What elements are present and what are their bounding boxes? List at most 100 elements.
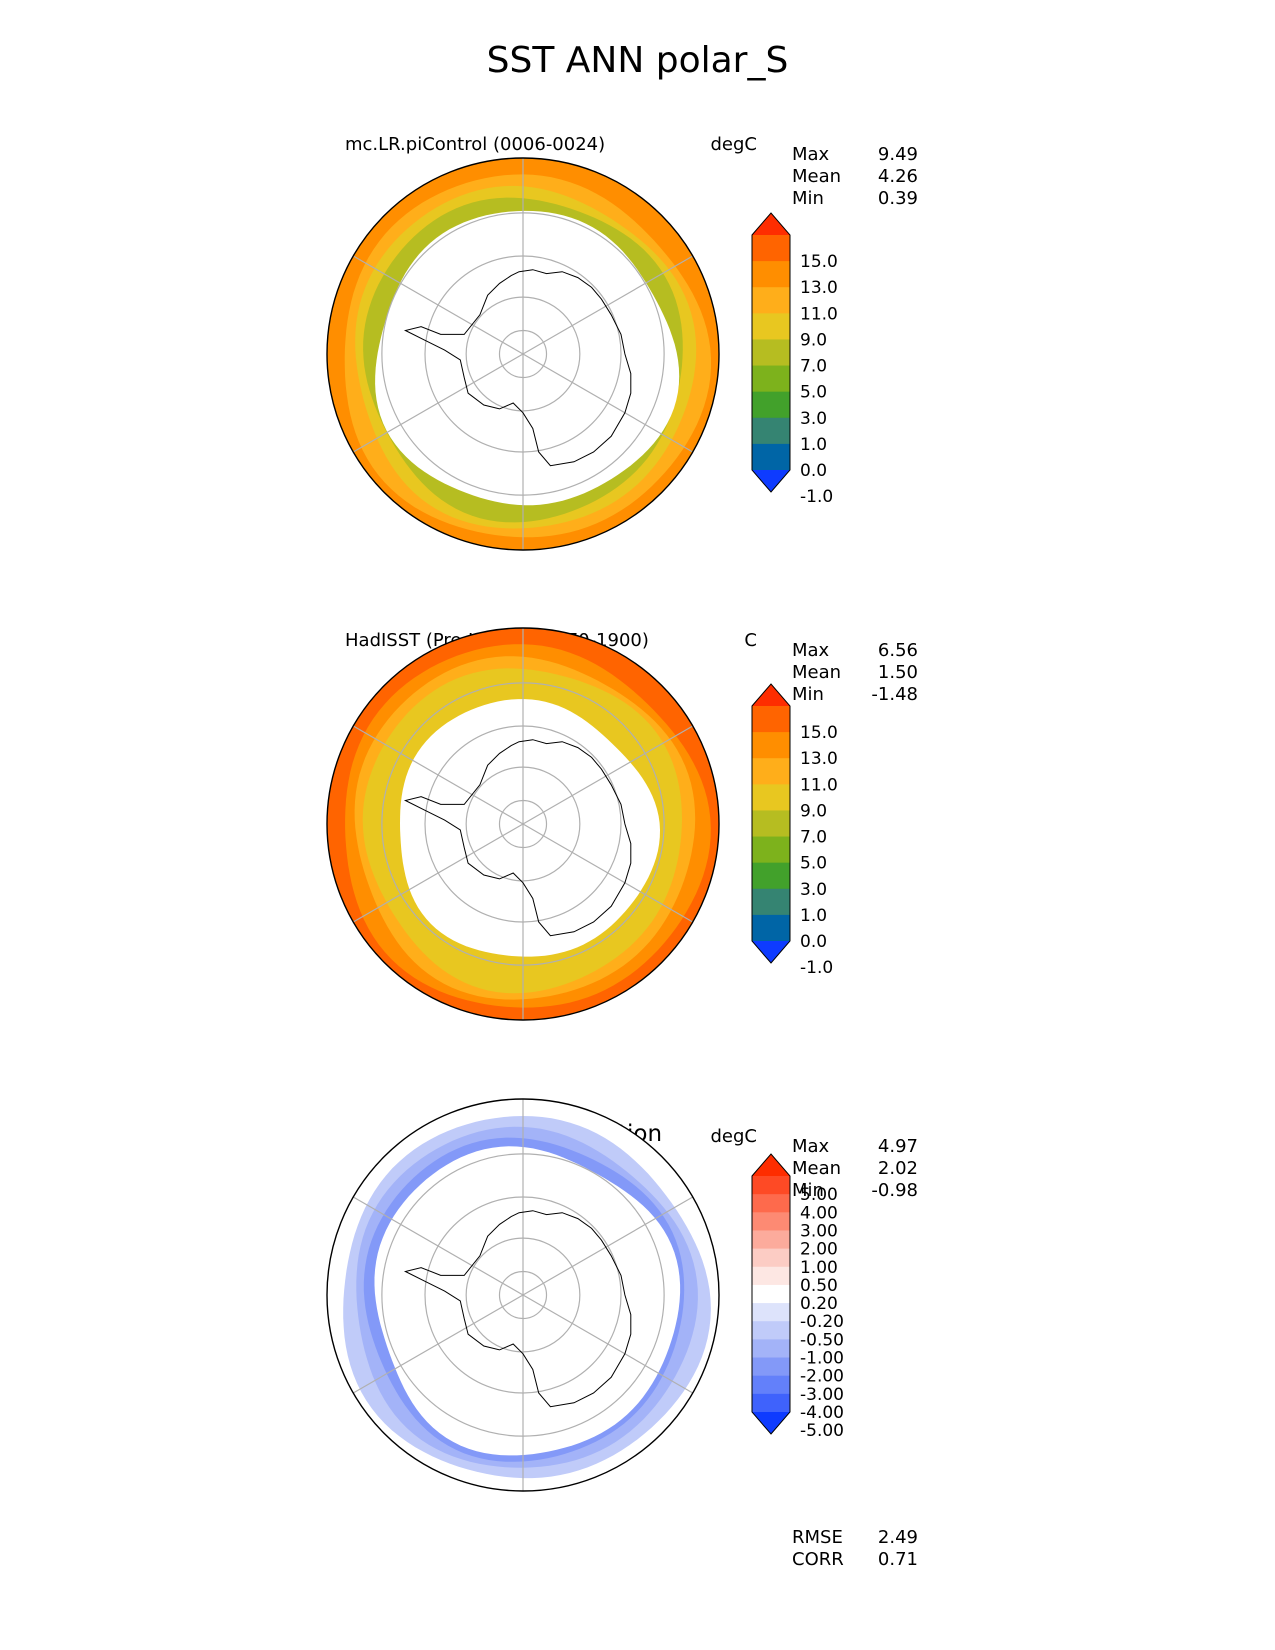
panel-2-max-label: Max	[792, 640, 830, 661]
colorbar-tick-3-8: -0.20	[800, 1312, 844, 1332]
colorbar-tick-3-9: -0.50	[800, 1330, 844, 1350]
colorbar-tick-2-2: 13.0	[800, 749, 838, 769]
colorbar-segment-1-4	[752, 313, 790, 340]
colorbar-segment-2-4	[752, 784, 790, 811]
polar-map-1	[326, 157, 720, 551]
colorbar-tick-3-1: 5.00	[800, 1185, 838, 1205]
colorbar-tick-2-9: 0.0	[800, 932, 827, 952]
colorbar-tick-1-4: 9.0	[800, 330, 827, 350]
colorbar-extend-max-2	[752, 684, 790, 706]
polar-map-3	[326, 1098, 720, 1492]
panel-2-max-value: 6.56	[877, 640, 918, 661]
colorbar-tick-1-9: 0.0	[800, 461, 827, 481]
colorbar-tick-2-10: -1.0	[800, 958, 833, 978]
panel-2-mean-value: 1.50	[877, 662, 918, 683]
colorbar-tick-1-3: 11.0	[800, 304, 838, 324]
corr-value: 0.71	[877, 1549, 918, 1570]
panel-1-max-label: Max	[792, 144, 830, 165]
colorbar-segment-3-13	[752, 1393, 790, 1413]
longitude-gridline-3-6	[352, 1196, 524, 1296]
colorbar-3: 5.004.003.002.001.000.500.20-0.20-0.50-1…	[751, 1153, 844, 1441]
panel-2-mean-label: Mean	[792, 662, 842, 683]
colorbar-segment-3-6	[752, 1266, 790, 1286]
colorbar-segment-3-5	[752, 1248, 790, 1268]
corr-label: CORR	[792, 1549, 844, 1570]
colorbar-segment-2-8	[752, 888, 790, 916]
rmse-label: RMSE	[792, 1527, 843, 1548]
colorbar-tick-3-14: -5.00	[800, 1421, 844, 1441]
map-boundary-1	[326, 157, 720, 551]
colorbar-tick-3-6: 0.50	[800, 1276, 838, 1296]
colorbar-tick-3-4: 2.00	[800, 1240, 838, 1260]
longitude-gridline-1-3	[522, 353, 694, 453]
colorbar-segment-3-8	[752, 1303, 790, 1322]
longitude-gridline-2-6	[352, 725, 524, 825]
longitude-gridline-3-3	[522, 1294, 694, 1394]
panel-1-max-value: 9.49	[877, 144, 918, 165]
colorbar-tick-3-2: 4.00	[800, 1203, 838, 1223]
panel-3-max-label: Max	[792, 1136, 830, 1157]
panel-2-min-label: Min	[792, 684, 824, 705]
colorbar-tick-3-11: -2.00	[800, 1367, 844, 1387]
colorbar-tick-1-10: -1.0	[800, 487, 833, 507]
panel-1-units: degC	[710, 134, 758, 155]
rmse-value: 2.49	[877, 1527, 918, 1548]
colorbar-tick-2-6: 5.0	[800, 854, 827, 874]
colorbar-segment-2-7	[752, 862, 790, 890]
panel-1-min-label: Min	[792, 188, 824, 209]
colorbar-tick-3-5: 1.00	[800, 1258, 838, 1278]
colorbar-tick-2-3: 11.0	[800, 775, 838, 795]
colorbar-2: 15.0 13.0 11.0 9.0 7.0 5.0 3.0 1.0 0.0 -1.0	[751, 683, 838, 978]
colorbar-segment-1-1	[752, 235, 790, 262]
colorbar-segment-2-3	[752, 758, 790, 785]
colorbar-tick-3-10: -1.00	[800, 1349, 844, 1369]
longitude-gridline-3-5	[352, 1294, 524, 1394]
colorbar-segment-2-2	[752, 732, 790, 759]
panel-1-mean-value: 4.26	[877, 166, 918, 187]
colorbar-tick-1-1: 15.0	[800, 252, 838, 272]
colorbar-segment-2-5	[752, 810, 790, 838]
colorbar-outline-2	[751, 683, 791, 964]
colorbar-tick-3-7: 0.20	[800, 1294, 838, 1314]
colorbar-segment-1-6	[752, 365, 790, 393]
longitude-gridline-2-5	[352, 823, 524, 923]
colorbar-segment-3-12	[752, 1375, 790, 1395]
panel-1-min-value: 0.39	[877, 188, 918, 209]
colorbar-tick-1-2: 13.0	[800, 278, 838, 298]
panel-2-units: C	[744, 630, 757, 651]
colorbar-tick-3-3: 3.00	[800, 1221, 838, 1241]
colorbar-segment-3-7	[752, 1284, 790, 1304]
map-boundary-2	[326, 627, 720, 1021]
colorbar-tick-2-8: 1.0	[800, 906, 827, 926]
colorbar-tick-2-5: 7.0	[800, 828, 827, 848]
longitude-gridline-2-2	[522, 725, 694, 825]
colorbar-segment-2-6	[752, 836, 790, 864]
colorbar-segment-1-9	[752, 443, 790, 471]
panel-3-mean-value: 2.02	[877, 1158, 918, 1179]
panel-3-min-value: -0.98	[871, 1180, 918, 1201]
colorbar-tick-2-7: 3.0	[800, 880, 827, 900]
longitude-gridline-1-5	[352, 353, 524, 453]
colorbar-extend-min-2	[752, 941, 790, 963]
panel-3-min-label: Min	[792, 1180, 824, 1201]
colorbar-outline-3	[751, 1153, 791, 1435]
colorbar-extend-min-1	[752, 470, 790, 492]
colorbar-segment-1-3	[752, 287, 790, 314]
colorbar-segment-2-9	[752, 914, 790, 942]
colorbar-tick-3-13: -4.00	[800, 1403, 844, 1423]
panel-3-mean-label: Mean	[792, 1158, 842, 1179]
longitude-gridline-3-2	[522, 1196, 694, 1296]
land-ice-mask-1	[375, 210, 680, 506]
longitude-gridline-1-6	[352, 255, 524, 355]
polar-map-2	[326, 627, 720, 1021]
colorbar-segment-3-1	[752, 1176, 790, 1195]
map-boundary-3	[326, 1098, 720, 1492]
panel-1-mean-label: Mean	[792, 166, 842, 187]
panel-2-min-value: -1.48	[871, 684, 918, 705]
colorbar-segment-1-7	[752, 391, 790, 419]
colorbar-tick-2-4: 9.0	[800, 801, 827, 821]
colorbar-tick-1-8: 1.0	[800, 435, 827, 455]
antarctica-coastline-1	[403, 269, 632, 467]
colorbar-tick-1-5: 7.0	[800, 357, 827, 377]
colorbar-segment-3-9	[752, 1321, 790, 1340]
